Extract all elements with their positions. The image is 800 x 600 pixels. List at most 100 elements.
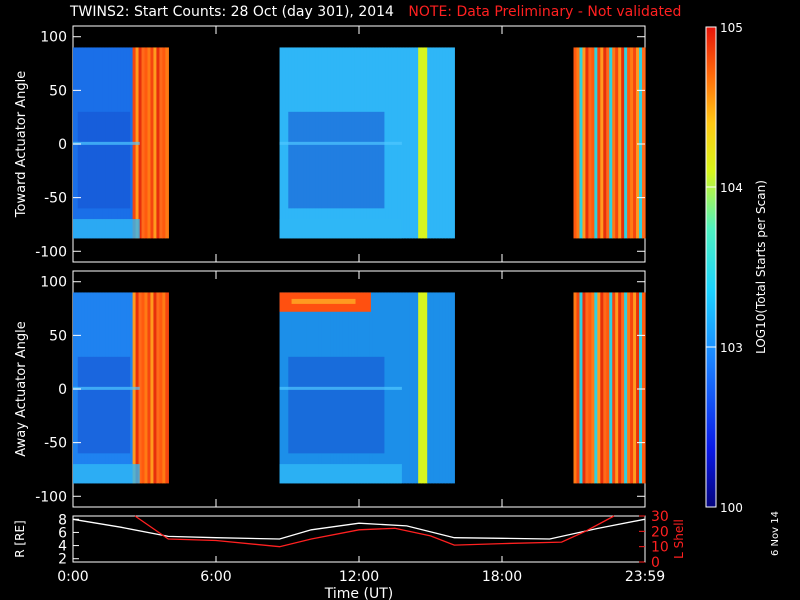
colorbar-tick-label: 105 bbox=[720, 21, 743, 35]
heatmap-cell bbox=[153, 292, 158, 484]
heatmap-cell bbox=[606, 292, 610, 484]
heatmap-cell bbox=[639, 292, 643, 484]
series-line-r bbox=[72, 518, 645, 540]
heatmap-cell bbox=[451, 292, 455, 484]
heatmap-cell bbox=[642, 47, 646, 239]
heatmap-cell bbox=[138, 47, 143, 239]
heatmap-zero-band bbox=[279, 141, 402, 145]
heatmap-cell bbox=[403, 47, 407, 239]
heatmap-cell bbox=[624, 292, 628, 484]
heatmap-cell bbox=[594, 47, 598, 239]
heatmap-cell bbox=[612, 292, 616, 484]
heatmap-cell bbox=[573, 47, 578, 239]
heatmap-cell bbox=[597, 47, 601, 239]
x-tick-label: 18:00 bbox=[482, 569, 522, 585]
heatmap-cell bbox=[415, 292, 419, 484]
heatmap-bottom-band bbox=[279, 464, 402, 484]
heatmap-bottom-band bbox=[73, 219, 140, 239]
heatmap-cell bbox=[141, 47, 146, 239]
x-tick-label: 0:00 bbox=[57, 569, 88, 585]
heatmap-cell bbox=[603, 47, 607, 239]
panel-toward: 100 50 0 -50 -100 Toward Actuator Angle bbox=[14, 25, 646, 263]
y-axis-label-r: R [RE] bbox=[13, 520, 27, 557]
heatmap-zero-band bbox=[73, 386, 140, 390]
heatmap-cell bbox=[159, 47, 163, 239]
y-tick-label-right: 20 bbox=[651, 524, 669, 540]
heatmap-cell bbox=[591, 292, 595, 484]
heatmap-cell bbox=[612, 47, 616, 239]
heatmap-cell bbox=[430, 47, 434, 239]
y-tick-label: -50 bbox=[44, 191, 67, 207]
heatmap-cell bbox=[138, 292, 143, 484]
heatmap-cell bbox=[630, 47, 634, 239]
heatmap-cell bbox=[624, 47, 628, 239]
heatmap-cell bbox=[418, 47, 422, 239]
heatmap-block-toward-2 bbox=[573, 47, 646, 239]
heatmap-cell bbox=[406, 292, 410, 484]
y-tick-label-right: 30 bbox=[651, 509, 669, 525]
heatmap-cell bbox=[621, 47, 625, 239]
colorbar-tick-label: 104 bbox=[720, 181, 743, 195]
y-tick-label: 8 bbox=[58, 512, 67, 528]
heatmap-cell bbox=[147, 47, 152, 239]
heatmap-cell bbox=[627, 292, 631, 484]
heatmap-cell bbox=[165, 292, 169, 484]
heatmap-cell bbox=[424, 47, 428, 239]
colorbar-label: LOG10(Total Starts per Scan) bbox=[754, 180, 768, 354]
heatmap-cell bbox=[609, 292, 613, 484]
chart-title-note: NOTE: Data Preliminary - Not validated bbox=[408, 4, 682, 20]
heatmap-cell bbox=[156, 47, 160, 239]
y-axis-label-away: Away Actuator Angle bbox=[14, 321, 29, 456]
heatmap-cell bbox=[642, 292, 646, 484]
heatmap-cell bbox=[424, 292, 428, 484]
heatmap-cell bbox=[448, 47, 452, 239]
heatmap-cell bbox=[150, 292, 155, 484]
heatmap-cell bbox=[427, 47, 431, 239]
heatmap-cell bbox=[436, 47, 440, 239]
x-tick-label: 12:00 bbox=[339, 569, 379, 585]
heatmap-cell bbox=[150, 47, 155, 239]
x-axis-label: Time (UT) bbox=[324, 586, 393, 600]
heatmap-cell bbox=[597, 292, 601, 484]
heatmap-cell bbox=[406, 47, 410, 239]
heatmap-cell bbox=[421, 47, 425, 239]
heatmap-block-away-2 bbox=[573, 292, 646, 484]
heatmap-cell bbox=[582, 292, 587, 484]
colorbar-tick-label: 103 bbox=[720, 341, 743, 355]
heatmap-cell bbox=[418, 292, 422, 484]
y-axis-label-lshell: L Shell bbox=[672, 519, 686, 559]
heatmap-cell bbox=[633, 292, 637, 484]
heatmap-cell bbox=[409, 292, 413, 484]
y-tick-label: -100 bbox=[35, 489, 67, 505]
heatmap-bottom-band bbox=[279, 219, 402, 239]
heatmap-cell bbox=[153, 47, 158, 239]
x-tick-label: 6:00 bbox=[200, 569, 231, 585]
heatmap-cell bbox=[621, 292, 625, 484]
heatmap-cell bbox=[585, 47, 589, 239]
heatmap-cell bbox=[448, 292, 452, 484]
heatmap-cell bbox=[579, 292, 584, 484]
y-tick-label: 2 bbox=[58, 552, 67, 568]
x-tick-label: 23:59 bbox=[625, 569, 665, 585]
heatmap-low-region bbox=[288, 111, 385, 209]
heatmap-cell bbox=[582, 47, 587, 239]
heatmap-cell bbox=[576, 292, 581, 484]
heatmap-cell bbox=[585, 292, 589, 484]
heatmap-low-region bbox=[77, 356, 131, 454]
heatmap-cell bbox=[600, 47, 604, 239]
y-tick-label: 0 bbox=[58, 382, 67, 398]
y-tick-label: -50 bbox=[44, 436, 67, 452]
heatmap-low-region bbox=[77, 111, 131, 209]
heatmap-cell bbox=[615, 47, 619, 239]
heatmap-cell bbox=[445, 292, 449, 484]
heatmap-cell bbox=[144, 292, 149, 484]
heatmap-cell bbox=[439, 292, 443, 484]
chart-title: TWINS2: Start Counts: 28 Oct (day 301), … bbox=[70, 4, 681, 20]
heatmap-cell bbox=[427, 292, 431, 484]
heatmap-cell bbox=[636, 47, 640, 239]
y-axis-label-toward: Toward Actuator Angle bbox=[14, 71, 29, 218]
colorbar-scale bbox=[705, 26, 717, 508]
heatmap-cell bbox=[600, 292, 604, 484]
